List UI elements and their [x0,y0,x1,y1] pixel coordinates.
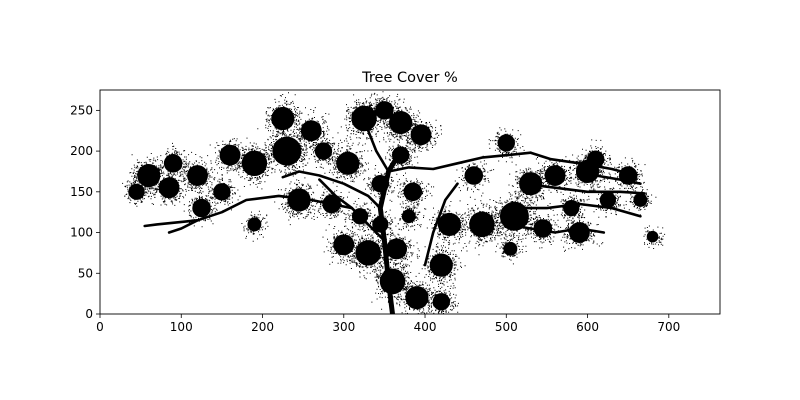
branch [387,151,533,173]
canopy-cluster [629,190,652,211]
x-tick-label: 200 [251,320,274,334]
y-tick-label: 150 [70,185,93,199]
canopy-cluster [399,205,421,228]
y-tick-label: 50 [78,266,93,280]
canopy-cluster [460,202,504,247]
canopy-cluster [398,178,429,208]
branch [423,182,459,267]
x-axis: 0 100 200 300 400 500 600 700 [96,314,680,334]
canopy-cluster [405,118,440,152]
canopy-cluster [458,162,489,191]
y-tick-label: 0 [85,307,93,321]
canopy-cluster [562,215,596,249]
x-tick-label: 500 [495,320,518,334]
canopy-cluster [152,172,186,206]
y-tick-label: 250 [70,103,93,117]
canopy-cluster [159,148,189,180]
canopy-cluster [643,229,663,246]
branch [521,182,646,195]
canopy-cluster [431,205,469,245]
canopy-cluster [295,114,330,149]
canopy-cluster [182,160,216,194]
plot-frame [99,89,721,315]
trunk [377,148,404,314]
canopy-cluster [214,138,248,172]
y-axis: 0 50 100 150 200 250 [70,103,100,321]
canopy-cluster [398,280,437,314]
y-tick-label: 100 [70,226,93,240]
canopy-cluster [428,288,456,314]
canopy-cluster [244,214,266,236]
canopy-cluster [539,159,573,193]
canopy-cluster [500,237,523,260]
x-tick-label: 100 [170,320,193,334]
canopy-cluster [326,229,361,264]
canopy-cluster [527,214,559,244]
branch [366,109,390,173]
branch [529,151,638,177]
canopy-cluster [130,156,170,196]
canopy-cluster [208,177,236,206]
canopy-cluster [596,188,621,214]
canopy-cluster [348,232,390,274]
canopy-cluster [583,146,611,174]
canopy-cluster [264,127,310,175]
branch [281,170,382,210]
y-tick-label: 200 [70,144,93,158]
canopy-cluster [124,178,152,205]
canopy-cluster [234,142,277,186]
branch [167,219,199,234]
x-tick-label: 600 [576,320,599,334]
x-tick-label: 700 [657,320,680,334]
branch [143,194,354,228]
canopy-cluster [492,130,519,158]
branch [594,174,642,185]
canopy-cluster [310,137,339,165]
branch [513,202,642,218]
chart-title: Tree Cover % [361,70,458,86]
canopy-cluster [281,182,318,220]
canopy-cluster [265,100,302,137]
x-tick-label: 0 [96,320,104,334]
branch-layer [143,109,646,314]
canopy-cluster [329,145,367,183]
x-tick-label: 300 [332,320,355,334]
branch [504,223,606,234]
x-tick-label: 400 [414,320,437,334]
canopy-cluster [422,247,462,285]
canopy-cluster [383,106,421,143]
